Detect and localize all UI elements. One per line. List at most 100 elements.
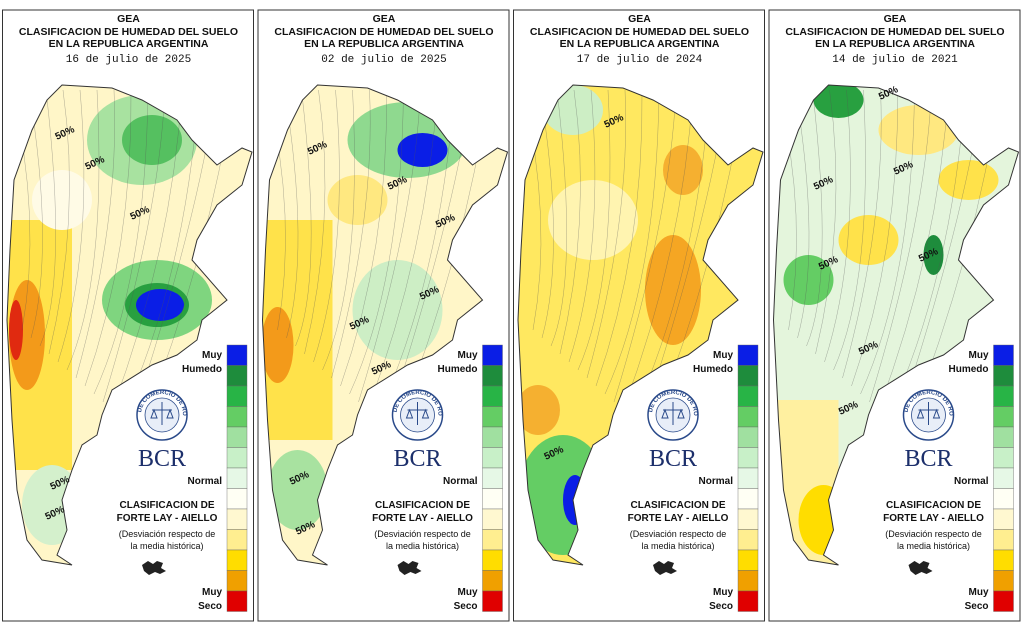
- legend-label: Humedo: [182, 364, 222, 375]
- header-text: CLASIFICACION DE HUMEDAD DEL SUELO: [785, 26, 1004, 38]
- header-text: EN LA REPUBLICA ARGENTINA: [304, 38, 464, 50]
- date: 14 de julio de 2021: [832, 54, 958, 66]
- legend-swatch: [994, 509, 1014, 530]
- legend-swatch: [227, 386, 247, 407]
- legend-swatch: [994, 530, 1014, 551]
- method-text: FORTE LAY - AIELLO: [372, 513, 473, 524]
- legend-label: Humedo: [438, 364, 478, 375]
- legend-swatch: [483, 509, 503, 530]
- method-text: CLASIFICACION DE: [631, 500, 726, 511]
- legend-label: Seco: [198, 601, 222, 612]
- method-text: FORTE LAY - AIELLO: [628, 513, 729, 524]
- logo-name: BCR: [904, 446, 952, 472]
- logo-name: BCR: [138, 446, 186, 472]
- legend-label: Muy: [713, 587, 733, 598]
- moisture-area: [548, 180, 638, 260]
- header-text: EN LA REPUBLICA ARGENTINA: [560, 38, 720, 50]
- legend-swatch: [227, 345, 247, 366]
- legend-swatch: [227, 489, 247, 510]
- legend-swatch: [994, 489, 1014, 510]
- legend-swatch: [227, 530, 247, 551]
- legend-swatch: [227, 366, 247, 387]
- legend-label: Muy: [458, 350, 478, 361]
- legend-swatch: [738, 530, 758, 551]
- legend-swatch: [483, 407, 503, 428]
- legend-label: Muy: [202, 587, 222, 598]
- legend-swatch: [483, 468, 503, 489]
- legend-label: Normal: [954, 476, 989, 487]
- legend-label: Humedo: [693, 364, 733, 375]
- legend-swatch: [227, 591, 247, 612]
- legend-swatch: [738, 407, 758, 428]
- legend-swatch: [738, 591, 758, 612]
- legend-swatch: [483, 366, 503, 387]
- legend-swatch: [227, 427, 247, 448]
- date: 16 de julio de 2025: [66, 54, 191, 66]
- legend-label: Normal: [443, 476, 478, 487]
- legend-swatch: [738, 448, 758, 469]
- legend-swatch: [738, 509, 758, 530]
- legend-swatch: [994, 427, 1014, 448]
- header-text: CLASIFICACION DE HUMEDAD DEL SUELO: [274, 26, 493, 38]
- moisture-area: [645, 235, 701, 345]
- legend-swatch: [738, 468, 758, 489]
- header-text: GEA: [117, 13, 140, 25]
- legend-swatch: [483, 571, 503, 592]
- legend-swatch: [483, 489, 503, 510]
- legend-label: Humedo: [949, 364, 989, 375]
- legend-swatch: [483, 427, 503, 448]
- legend-swatch: [738, 571, 758, 592]
- method-text: CLASIFICACION DE: [120, 500, 215, 511]
- method-text: FORTE LAY - AIELLO: [117, 513, 218, 524]
- legend-swatch: [227, 448, 247, 469]
- moisture-area: [398, 133, 448, 167]
- legend-label: Seco: [965, 601, 989, 612]
- legend-swatch: [994, 591, 1014, 612]
- header-text: CLASIFICACION DE HUMEDAD DEL SUELO: [19, 26, 238, 38]
- header-text: EN LA REPUBLICA ARGENTINA: [815, 38, 975, 50]
- legend-swatch: [994, 407, 1014, 428]
- legend-label: Seco: [454, 601, 478, 612]
- method-text: FORTE LAY - AIELLO: [883, 513, 984, 524]
- method-note: (Desviación respecto de: [119, 529, 216, 539]
- legend-label: Muy: [969, 350, 989, 361]
- legend-label: Muy: [202, 350, 222, 361]
- method-note: (Desviación respecto de: [374, 529, 471, 539]
- logo-name: BCR: [393, 446, 441, 472]
- legend-swatch: [994, 468, 1014, 489]
- method-note: la media histórica): [641, 541, 714, 551]
- legend-swatch: [227, 550, 247, 571]
- moisture-area: [663, 145, 703, 195]
- legend-swatch: [994, 448, 1014, 469]
- legend-swatch: [738, 427, 758, 448]
- method-note: (Desviación respecto de: [630, 529, 727, 539]
- legend-swatch: [994, 550, 1014, 571]
- legend-swatch: [994, 345, 1014, 366]
- header-text: CLASIFICACION DE HUMEDAD DEL SUELO: [530, 26, 749, 38]
- legend-swatch: [738, 550, 758, 571]
- header-text: GEA: [373, 13, 396, 25]
- legend-swatch: [738, 489, 758, 510]
- moisture-area: [9, 300, 23, 360]
- legend-swatch: [227, 571, 247, 592]
- legend-swatch: [738, 345, 758, 366]
- moisture-area: [839, 215, 899, 265]
- legend-swatch: [483, 530, 503, 551]
- moisture-area: [939, 160, 999, 200]
- moisture-area: [353, 260, 443, 360]
- method-text: CLASIFICACION DE: [886, 500, 981, 511]
- header-text: GEA: [628, 13, 651, 25]
- date: 02 de julio de 2025: [321, 54, 446, 66]
- legend-swatch: [994, 386, 1014, 407]
- moisture-area: [32, 170, 92, 230]
- legend-swatch: [483, 448, 503, 469]
- header-text: EN LA REPUBLICA ARGENTINA: [49, 38, 209, 50]
- legend-swatch: [227, 468, 247, 489]
- moisture-area: [262, 307, 294, 383]
- legend-swatch: [994, 571, 1014, 592]
- date: 17 de julio de 2024: [577, 54, 703, 66]
- method-note: la media histórica): [130, 541, 203, 551]
- legend-swatch: [483, 345, 503, 366]
- legend-label: Seco: [709, 601, 733, 612]
